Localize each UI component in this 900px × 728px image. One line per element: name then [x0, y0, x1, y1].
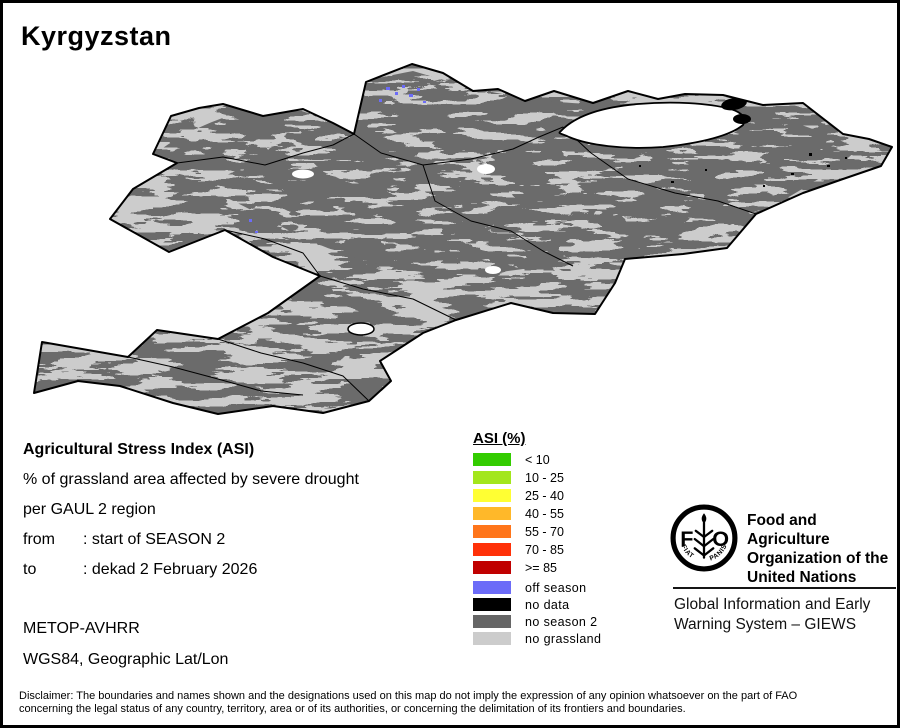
kyrgyzstan-map-svg	[33, 63, 893, 415]
sensor-name: METOP-AVHRR	[23, 620, 140, 637]
legend-row: no grassland	[473, 631, 602, 646]
disclaimer-text: Disclaimer: The boundaries and names sho…	[19, 690, 895, 716]
legend-label: no season 2	[525, 614, 598, 629]
fao-logo-icon: F O FIAT PANIS	[670, 504, 738, 572]
legend-row: 70 - 85	[473, 542, 564, 557]
fao-organization-name: Food and Agriculture Organization of the…	[747, 511, 897, 587]
source-info: METOP-AVHRR WGS84, Geographic Lat/Lon	[23, 613, 228, 675]
small-lake	[129, 268, 141, 274]
disclaimer-line: concerning the legal status of any count…	[19, 703, 686, 715]
fao-name-line: Food and Agriculture	[747, 512, 830, 548]
legend-swatch	[473, 632, 511, 645]
fao-name-line: United Nations	[747, 569, 857, 586]
projection-name: WGS84, Geographic Lat/Lon	[23, 651, 229, 668]
legend-label: no grassland	[525, 631, 602, 646]
legend-label: 40 - 55	[525, 506, 564, 521]
legend-row: 55 - 70	[473, 524, 564, 539]
page-title: Kyrgyzstan	[21, 21, 172, 51]
legend-swatch	[473, 561, 511, 574]
period-to: to : dekad 2 February 2026	[23, 555, 359, 585]
legend-row: no data	[473, 597, 601, 612]
legend-swatch	[473, 525, 511, 538]
legend-row: 40 - 55	[473, 506, 564, 521]
legend-swatch	[473, 615, 511, 628]
legend-label: 55 - 70	[525, 524, 564, 539]
asi-subtitle-2: per GAUL 2 region	[23, 501, 156, 518]
legend-extra-classes: off season no data no season 2 no grassl…	[473, 581, 601, 649]
legend-swatch	[473, 471, 511, 484]
legend-swatch	[473, 453, 511, 466]
fao-name-line: Organization of the	[747, 550, 889, 567]
legend-row: no season 2	[473, 614, 601, 629]
to-value: : dekad 2 February 2026	[83, 561, 258, 578]
legend-swatch	[473, 489, 511, 502]
lake-issyk-kul	[558, 101, 746, 149]
legend-title: ASI (%)	[473, 430, 526, 447]
legend-label: 25 - 40	[525, 488, 564, 503]
wheat-ear-glyph	[693, 521, 715, 559]
fao-divider-line	[673, 587, 896, 589]
legend-row: off season	[473, 580, 601, 595]
legend-row: 25 - 40	[473, 488, 564, 503]
lake-song-kul	[477, 164, 495, 174]
legend-swatch	[473, 581, 511, 594]
enclave-white-area-2	[151, 317, 167, 327]
legend-label: off season	[525, 580, 587, 595]
legend-row: < 10	[473, 452, 564, 467]
period-from: from : start of SEASON 2	[23, 525, 359, 555]
asi-subtitle-1: % of grassland area affected by severe d…	[23, 471, 359, 488]
no-data-patches	[639, 97, 847, 187]
giews-line: Global Information and Early	[674, 596, 871, 613]
giews-line: Warning System – GIEWS	[674, 616, 857, 633]
legend-swatch	[473, 507, 511, 520]
asi-legend: ASI (%) < 10 10 - 25 25 - 40 40 - 55 55 …	[473, 430, 564, 579]
asi-heading: Agricultural Stress Index (ASI)	[23, 441, 255, 458]
country-outline	[33, 63, 893, 415]
from-label: from	[23, 531, 55, 548]
legend-swatch	[473, 598, 511, 611]
legend-label: >= 85	[525, 560, 557, 575]
lake-toktogul	[292, 169, 314, 179]
disclaimer-line: Disclaimer: The boundaries and names sho…	[19, 690, 798, 702]
wheat-drop-glyph	[701, 513, 707, 524]
legend-label: 10 - 25	[525, 470, 564, 485]
legend-swatch	[473, 543, 511, 556]
from-value: : start of SEASON 2	[83, 531, 226, 548]
giews-caption: Global Information and Early Warning Sys…	[674, 595, 870, 635]
legend-row: >= 85	[473, 560, 564, 575]
lake-chatyr-kul	[485, 266, 501, 274]
legend-label: no data	[525, 597, 570, 612]
enclave-white-area	[347, 322, 375, 336]
legend-row: 10 - 25	[473, 470, 564, 485]
fao-logo-letter-o: O	[712, 526, 729, 551]
legend-label: 70 - 85	[525, 542, 564, 557]
map-description: Agricultural Stress Index (ASI) % of gra…	[23, 435, 359, 585]
to-label: to	[23, 561, 37, 578]
legend-label: < 10	[525, 452, 550, 467]
asi-map	[3, 61, 897, 429]
fao-logo-letter-f: F	[680, 526, 693, 551]
